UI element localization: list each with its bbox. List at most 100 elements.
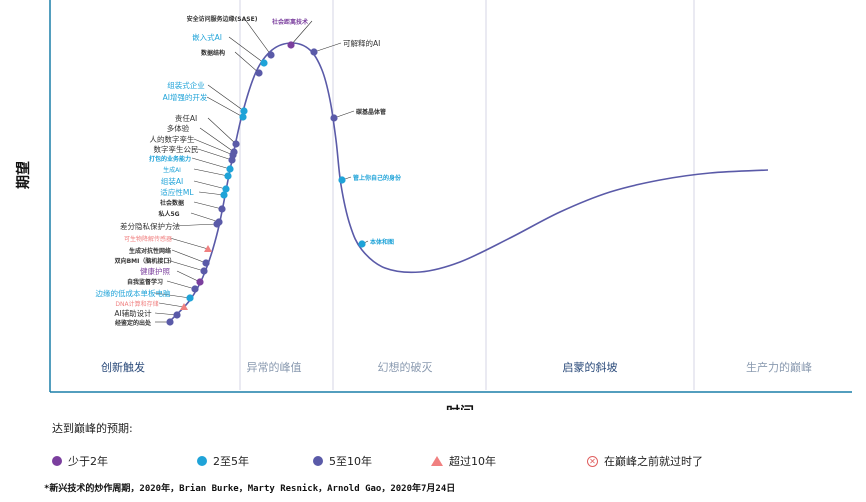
tech-marker bbox=[213, 220, 221, 228]
legend-label: 5至10年 bbox=[329, 455, 372, 468]
legend-dot-icon bbox=[197, 456, 207, 466]
phase-label: 启蒙的斜坡 bbox=[563, 360, 618, 374]
tech-label: 碳基晶体管 bbox=[356, 108, 386, 116]
leader-line bbox=[166, 259, 205, 272]
tech-label: 数据结构 bbox=[201, 49, 225, 57]
legend-label: 在巅峰之前就过时了 bbox=[604, 455, 703, 468]
phase-label: 创新触发 bbox=[101, 360, 145, 374]
leader-line bbox=[193, 168, 229, 177]
tech-marker bbox=[222, 185, 230, 193]
leader-line bbox=[171, 223, 218, 227]
tech-label: AI辅助设计 bbox=[114, 308, 152, 318]
legend-item: 少于2年 bbox=[52, 453, 108, 469]
tech-label: 健康护照 bbox=[140, 266, 170, 276]
tech-label: AI增强的开发 bbox=[163, 92, 208, 102]
tech-label: 责任AI bbox=[175, 113, 197, 123]
legend-dot-icon bbox=[52, 456, 62, 466]
phase-label: 异常的峰值 bbox=[247, 360, 302, 374]
leader-line bbox=[234, 51, 260, 74]
legend-label: 超过10年 bbox=[449, 455, 496, 468]
leader-line bbox=[207, 84, 245, 112]
leader-line bbox=[197, 148, 233, 161]
legend-label: 2至5年 bbox=[213, 455, 249, 468]
legend-crossed-circle-icon: ✕ bbox=[587, 455, 598, 467]
leader-line bbox=[154, 312, 178, 316]
tech-marker bbox=[232, 140, 240, 148]
tech-label: 自我监督学习 bbox=[127, 278, 163, 286]
leader-line bbox=[190, 212, 220, 223]
leader-line bbox=[191, 157, 231, 170]
leader-line bbox=[207, 117, 237, 145]
tech-marker bbox=[196, 278, 204, 286]
legend-item: ✕ 在巅峰之前就过时了 bbox=[587, 453, 703, 469]
leader-line bbox=[193, 201, 223, 210]
tech-label: 边缘的低成本单板电脑 bbox=[96, 288, 171, 298]
leader-line bbox=[176, 270, 201, 283]
tech-label: 生成对抗性网络 bbox=[129, 247, 171, 255]
leader-line bbox=[198, 191, 225, 196]
tech-marker bbox=[180, 303, 188, 310]
tech-marker bbox=[224, 172, 232, 180]
leader-line bbox=[199, 127, 235, 153]
hype-curve bbox=[167, 42, 769, 324]
tech-label: 适应性ML bbox=[160, 187, 194, 197]
tech-label: 管上你自己的身份 bbox=[353, 174, 402, 182]
tech-label: 多体验 bbox=[167, 123, 190, 133]
tech-label: 双向BMI（脑机接口） bbox=[115, 257, 176, 265]
phase-label: 生产力的巅峰 bbox=[746, 360, 812, 374]
tech-label: 安全访问服务边缘(SASE) bbox=[187, 15, 258, 23]
tech-marker bbox=[358, 240, 366, 248]
tech-marker bbox=[186, 294, 194, 302]
tech-label: 可生物降解传感器 bbox=[124, 235, 172, 243]
tech-label: 可解释的AI bbox=[343, 38, 380, 48]
hype-cycle-chart: 期望 时间 创新触发 异常的峰值 幻想的破灭 启蒙的斜坡 生产力的巅峰 安全访问服务边缘… bbox=[15, 0, 852, 410]
tech-label: 嵌入式AI bbox=[192, 32, 222, 42]
legend-triangle-icon bbox=[431, 456, 443, 466]
phase-label: 幻想的破灭 bbox=[378, 360, 433, 374]
tech-marker bbox=[310, 48, 318, 56]
tech-label: 人的数字孪生 bbox=[150, 134, 195, 144]
tech-marker bbox=[191, 285, 199, 293]
leader-line bbox=[169, 237, 209, 250]
tech-label: DNA计算和存储 bbox=[115, 300, 158, 308]
leader-line bbox=[158, 302, 185, 308]
legend-item: 2至5年 bbox=[197, 453, 249, 469]
tech-marker bbox=[173, 311, 181, 319]
tech-marker bbox=[202, 259, 210, 267]
tech-label: 社会数据 bbox=[159, 199, 184, 207]
phase-labels: 创新触发 异常的峰值 幻想的破灭 启蒙的斜坡 生产力的巅峰 bbox=[101, 360, 812, 374]
tech-marker bbox=[287, 41, 295, 49]
tech-marker bbox=[330, 114, 338, 122]
legend-dot-icon bbox=[313, 456, 323, 466]
x-axis-title: 时间 bbox=[446, 404, 474, 410]
legend-item: 超过10年 bbox=[431, 453, 496, 469]
tech-marker bbox=[240, 107, 248, 115]
leader-line bbox=[243, 17, 272, 56]
tech-marker bbox=[239, 113, 247, 121]
tech-label: 打包的业务能力 bbox=[149, 155, 191, 163]
tech-label: 生成AI bbox=[163, 166, 181, 174]
tech-marker bbox=[338, 176, 346, 184]
legend-label: 少于2年 bbox=[68, 455, 108, 468]
tech-marker bbox=[166, 318, 174, 326]
tech-marker bbox=[267, 51, 275, 59]
leader-line bbox=[193, 138, 234, 156]
legend-title: 达到巅峰的预期: bbox=[52, 422, 133, 435]
tech-marker bbox=[200, 267, 208, 275]
leader-line bbox=[206, 96, 244, 118]
tech-label: 私人5G bbox=[157, 210, 179, 218]
tech-label: 组装式企业 bbox=[167, 80, 205, 90]
leader-line bbox=[228, 36, 265, 64]
phase-separators bbox=[239, 0, 695, 390]
tech-marker bbox=[228, 156, 236, 164]
tech-label: 本体和图 bbox=[370, 238, 394, 246]
tech-marker bbox=[255, 69, 263, 77]
tech-marker bbox=[260, 59, 268, 67]
legend-item: 5至10年 bbox=[313, 453, 372, 469]
tech-marker bbox=[218, 205, 226, 213]
tech-marker bbox=[204, 245, 212, 252]
leader-line bbox=[193, 180, 227, 190]
tech-label: 差分隐私保护方法 bbox=[120, 221, 180, 231]
leader-line bbox=[171, 249, 207, 264]
